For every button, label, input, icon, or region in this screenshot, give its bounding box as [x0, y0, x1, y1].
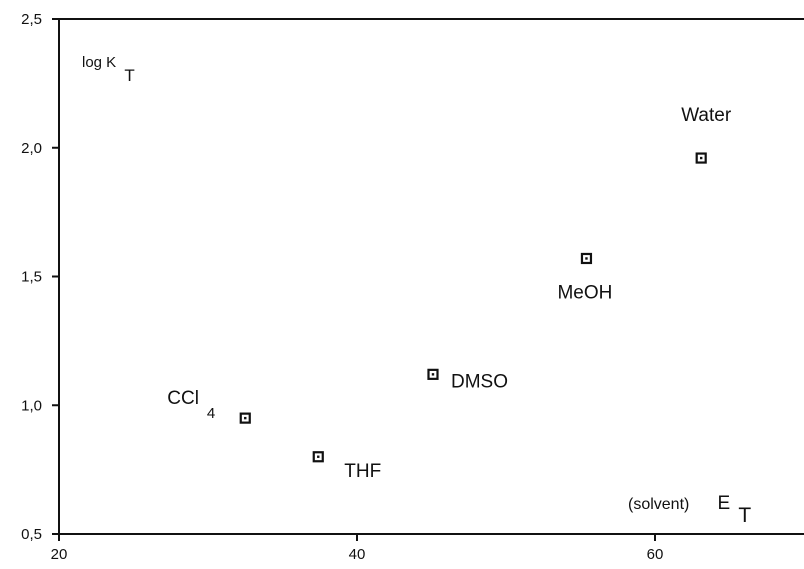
x-axis-title-subscript: T: [738, 504, 751, 527]
y-tick-label: 1,5: [21, 269, 42, 286]
data-point-label: DMSO: [451, 371, 508, 392]
y-axis-title-subscript: T: [124, 66, 134, 85]
y-axis-title: log K T: [82, 54, 135, 85]
y-tick-label: 0,5: [21, 526, 42, 543]
data-point: [239, 412, 251, 424]
y-tick-label: 1,0: [21, 397, 42, 414]
data-point-dot: [244, 416, 247, 420]
data-point-label-text: CCl: [167, 388, 199, 409]
data-point-dot: [699, 156, 703, 160]
y-tick-label: 2,5: [21, 11, 42, 28]
y-axis-title-main: log K: [82, 54, 116, 71]
data-point: [427, 368, 439, 380]
data-point: [312, 451, 324, 463]
data-point-label-text: Water: [681, 105, 732, 126]
x-tick-label: 40: [349, 546, 366, 563]
data-point-dot: [585, 257, 588, 260]
data-point-dot: [317, 455, 320, 458]
data-point-label-text: THF: [344, 461, 381, 482]
data-point-labels: CCl 4 THF DMSO MeOH Water: [167, 105, 732, 482]
data-point: [580, 252, 593, 265]
data-point-label: THF: [344, 461, 381, 482]
data-point-label-text: DMSO: [451, 371, 508, 392]
ticks: [52, 18, 656, 541]
axes: [58, 18, 804, 535]
data-point-label: CCl 4: [167, 388, 215, 422]
data-point-dot: [431, 373, 435, 376]
y-tick-label: 2,0: [21, 140, 42, 157]
x-tick-label: 60: [647, 546, 664, 563]
data-point: [695, 152, 707, 164]
data-point-label: Water: [681, 105, 732, 126]
x-tick-label: 20: [51, 546, 68, 563]
tick-labels: 20 40 60 0,5 1,0 1,5 2,0 2,5: [21, 11, 663, 563]
data-point-label: MeOH: [557, 282, 612, 303]
x-axis-title-main: E: [718, 493, 731, 514]
x-axis-title: (solvent) E T: [628, 493, 751, 527]
data-point-label-subscript: 4: [207, 405, 215, 422]
data-points: [239, 152, 707, 463]
x-axis-title-prefix: (solvent): [628, 496, 689, 513]
data-point-label-text: MeOH: [557, 282, 612, 303]
